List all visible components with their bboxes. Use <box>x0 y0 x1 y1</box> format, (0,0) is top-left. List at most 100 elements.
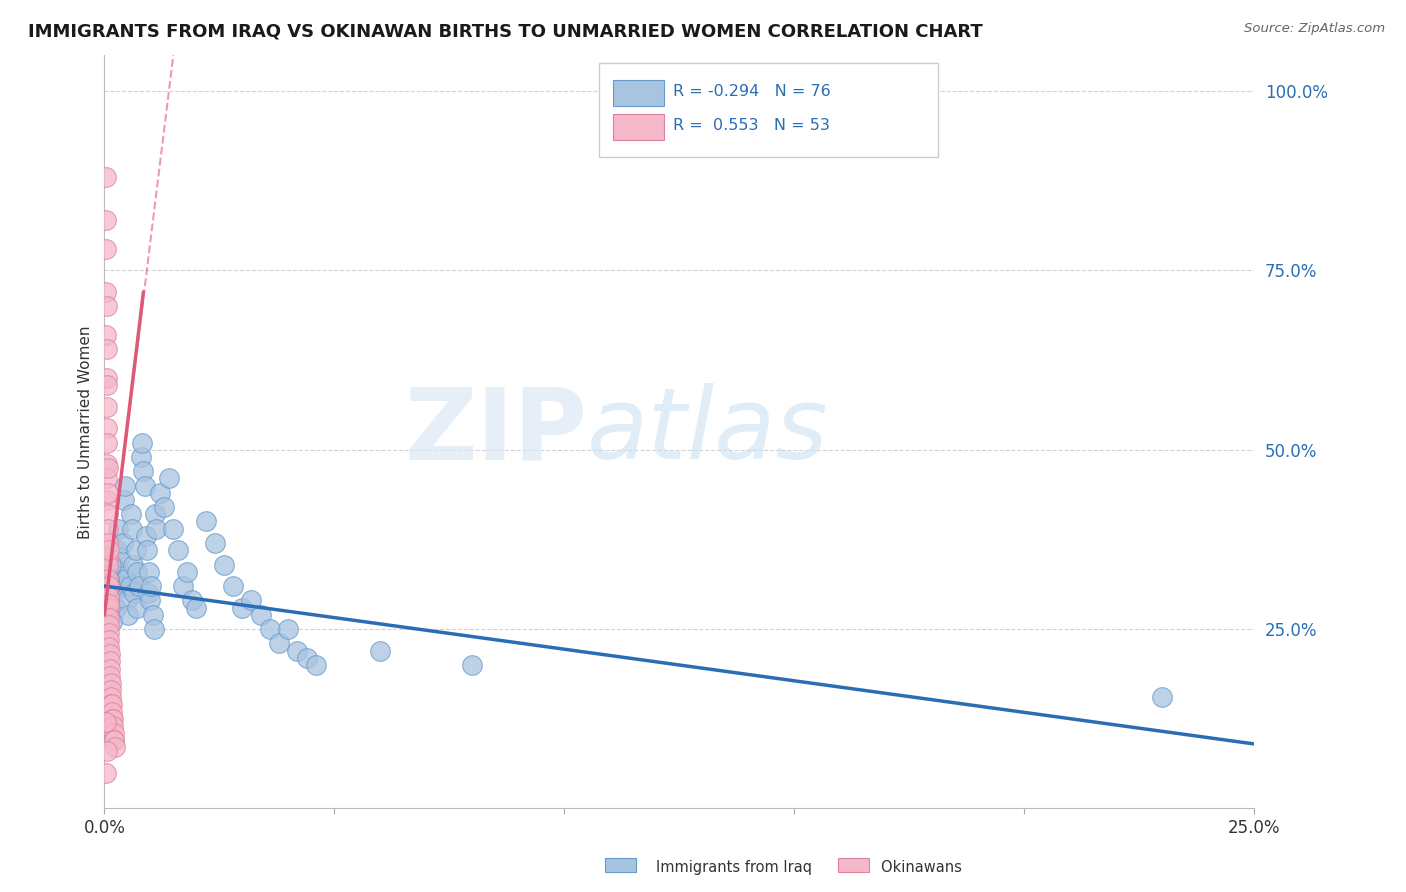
Point <box>98 654 121 668</box>
Point <box>180 593 202 607</box>
Point <box>100 698 122 712</box>
Point <box>267 636 290 650</box>
Point <box>103 726 125 740</box>
Point <box>114 478 136 492</box>
Point <box>103 586 125 600</box>
Point <box>125 565 148 579</box>
Point <box>134 478 156 492</box>
Point <box>121 522 143 536</box>
Point <box>98 579 121 593</box>
Text: ZIP: ZIP <box>404 384 588 480</box>
Point <box>131 435 153 450</box>
FancyBboxPatch shape <box>599 62 938 157</box>
Point <box>240 593 263 607</box>
Point <box>97 485 120 500</box>
Point <box>97 565 120 579</box>
FancyBboxPatch shape <box>613 80 664 105</box>
Point <box>94 170 117 185</box>
Point <box>135 543 157 558</box>
Point <box>98 647 121 661</box>
Point <box>153 500 176 515</box>
Point <box>98 611 121 625</box>
Point <box>176 565 198 579</box>
Text: Immigrants from Iraq: Immigrants from Iraq <box>619 860 811 874</box>
Point <box>139 593 162 607</box>
Point <box>186 600 208 615</box>
Point <box>368 643 391 657</box>
Point <box>96 242 118 256</box>
Point <box>97 572 120 586</box>
Text: R = -0.294   N = 76: R = -0.294 N = 76 <box>673 84 831 99</box>
Point <box>167 543 190 558</box>
Point <box>97 579 120 593</box>
Point <box>100 615 122 629</box>
Point <box>96 400 118 414</box>
Point <box>97 536 120 550</box>
Point <box>111 536 134 550</box>
Point <box>135 529 157 543</box>
Text: Okinawans: Okinawans <box>844 860 962 874</box>
Point <box>97 572 120 586</box>
Point <box>117 593 139 607</box>
Point <box>94 765 117 780</box>
Point <box>98 669 121 683</box>
Point <box>97 590 120 604</box>
Point <box>142 607 165 622</box>
Point <box>259 622 281 636</box>
Point <box>96 378 118 392</box>
Point <box>129 450 152 464</box>
Point <box>100 683 122 698</box>
Point <box>212 558 235 572</box>
Point <box>97 522 120 536</box>
Point <box>118 579 141 593</box>
Point <box>96 744 118 758</box>
Point <box>143 622 166 636</box>
Point <box>98 640 121 654</box>
Point <box>96 299 118 313</box>
Point <box>277 622 299 636</box>
Point <box>194 515 217 529</box>
Point <box>96 435 118 450</box>
Point <box>100 690 122 705</box>
Point <box>143 508 166 522</box>
Text: Source: ZipAtlas.com: Source: ZipAtlas.com <box>1244 22 1385 36</box>
Point <box>136 586 159 600</box>
Text: atlas: atlas <box>588 384 828 480</box>
Point <box>108 565 131 579</box>
FancyBboxPatch shape <box>613 114 664 139</box>
Point <box>98 618 121 632</box>
Point <box>98 661 121 675</box>
Point <box>172 579 194 593</box>
Point <box>295 650 318 665</box>
Point <box>104 600 127 615</box>
Point <box>115 572 138 586</box>
Point <box>98 625 121 640</box>
Point <box>96 371 118 385</box>
Point <box>148 485 170 500</box>
Point <box>101 719 124 733</box>
Point <box>94 213 117 227</box>
Point <box>97 550 120 565</box>
Point <box>111 579 134 593</box>
Point <box>101 712 124 726</box>
Point <box>101 705 124 719</box>
Point <box>122 558 145 572</box>
Point <box>110 550 132 565</box>
Point <box>101 558 124 572</box>
Point <box>124 543 146 558</box>
Point <box>98 593 121 607</box>
Point <box>141 579 163 593</box>
Point <box>305 657 328 672</box>
Point <box>100 676 122 690</box>
Point <box>97 600 120 615</box>
Point <box>103 733 125 747</box>
Point <box>103 733 125 747</box>
Point <box>461 657 484 672</box>
Point <box>204 536 226 550</box>
Point <box>97 460 120 475</box>
Point <box>98 597 121 611</box>
Text: IMMIGRANTS FROM IRAQ VS OKINAWAN BIRTHS TO UNMARRIED WOMEN CORRELATION CHART: IMMIGRANTS FROM IRAQ VS OKINAWAN BIRTHS … <box>28 22 983 40</box>
Point <box>96 586 118 600</box>
Point <box>101 712 124 726</box>
Point <box>97 543 120 558</box>
